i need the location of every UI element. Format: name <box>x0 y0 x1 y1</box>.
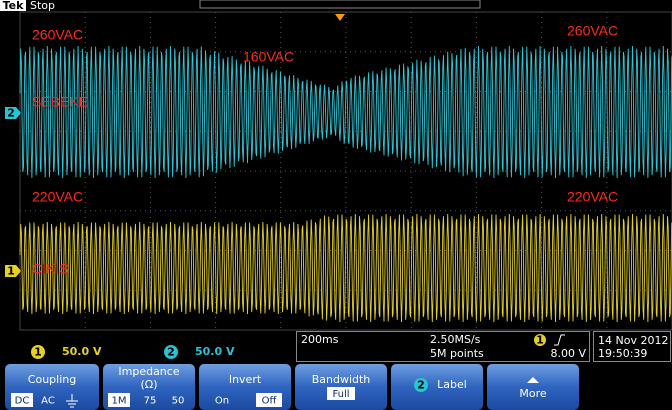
logo: Tek <box>3 0 25 12</box>
trigger-badge-label: 1 <box>536 334 544 347</box>
scope-screen: Tek Stop 260VAC 160VAC 260VAC SEBEKE 220… <box>0 0 672 410</box>
option[interactable]: 75 <box>144 396 157 407</box>
ch1-marker-label: 1 <box>7 265 15 278</box>
record-length: 5M points <box>430 347 484 360</box>
option[interactable]: 1M <box>112 396 127 407</box>
acq-status: Stop <box>30 0 55 12</box>
ch2-badge-label: 2 <box>167 346 175 359</box>
label-badge-text: 2 <box>417 379 425 392</box>
annotation: 260VAC <box>32 27 83 43</box>
timebase[interactable]: 200ms <box>301 333 339 346</box>
button-title: Invert <box>229 373 262 386</box>
ch2-scale[interactable]: 50.0 V <box>195 345 235 358</box>
option[interactable]: 50 <box>172 396 185 407</box>
button-unit: (Ω) <box>141 378 158 391</box>
ch1-badge-label: 1 <box>34 346 42 359</box>
option[interactable]: DC <box>15 396 30 407</box>
annotation: CIKIS <box>32 261 69 277</box>
annotation: 220VAC <box>32 189 83 205</box>
time: 19:50:39 <box>598 347 647 360</box>
date: 14 Nov 2012 <box>598 334 668 347</box>
ch1-scale[interactable]: 50.0 V <box>62 345 102 358</box>
option[interactable]: Off <box>262 396 278 407</box>
button-title: Impedance <box>118 365 179 378</box>
annotation: 220VAC <box>567 189 618 205</box>
annotation: 260VAC <box>567 23 618 39</box>
option[interactable]: AC <box>41 396 55 407</box>
option: Full <box>332 389 349 400</box>
trigger-level[interactable]: 8.00 V <box>550 347 586 360</box>
button-title: Label <box>437 378 467 391</box>
annotation: 160VAC <box>243 49 294 65</box>
button-title: Coupling <box>28 373 76 386</box>
button-title: Bandwidth <box>312 373 371 386</box>
annotation: SEBEKE <box>32 94 88 110</box>
ch2-marker-label: 2 <box>7 107 15 120</box>
option[interactable]: On <box>215 396 229 407</box>
button-title: More <box>519 387 547 400</box>
sample-rate: 2.50MS/s <box>430 333 481 346</box>
